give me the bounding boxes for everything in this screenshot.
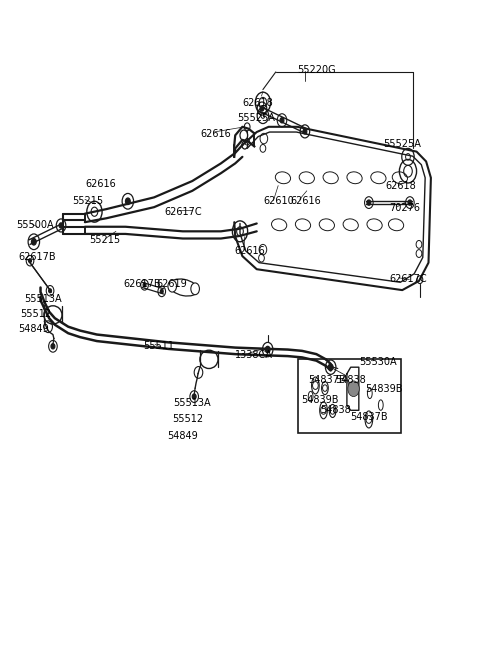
Text: 62617C: 62617C bbox=[165, 207, 202, 216]
Text: 62617B: 62617B bbox=[123, 279, 161, 289]
Text: 62617C: 62617C bbox=[389, 274, 427, 284]
Text: 54849: 54849 bbox=[18, 324, 49, 335]
Text: 70276: 70276 bbox=[389, 203, 420, 213]
Text: 62616: 62616 bbox=[234, 246, 265, 256]
Text: 62610: 62610 bbox=[263, 195, 294, 205]
Text: 54837B: 54837B bbox=[350, 412, 387, 422]
Circle shape bbox=[328, 364, 333, 371]
Text: 55215: 55215 bbox=[72, 195, 103, 205]
Text: 62616: 62616 bbox=[290, 195, 321, 205]
Text: 55500A: 55500A bbox=[17, 220, 54, 230]
Circle shape bbox=[367, 200, 371, 205]
Bar bbox=[298, 359, 401, 432]
Circle shape bbox=[143, 283, 146, 287]
Text: 62618: 62618 bbox=[242, 98, 273, 108]
Circle shape bbox=[191, 283, 199, 295]
Circle shape bbox=[125, 198, 130, 205]
Text: 55512: 55512 bbox=[21, 308, 52, 319]
Text: 62616: 62616 bbox=[201, 129, 232, 139]
Text: 54838: 54838 bbox=[320, 405, 351, 415]
Circle shape bbox=[160, 289, 163, 293]
Text: 55512: 55512 bbox=[172, 415, 204, 424]
Text: 55215: 55215 bbox=[90, 235, 121, 245]
Text: 55530A: 55530A bbox=[360, 357, 397, 367]
Text: 55511: 55511 bbox=[144, 340, 175, 351]
Text: 62619: 62619 bbox=[156, 279, 187, 289]
Circle shape bbox=[168, 280, 177, 292]
Text: 55525A: 55525A bbox=[238, 113, 276, 123]
Text: 55513A: 55513A bbox=[173, 398, 211, 408]
Text: 55525A: 55525A bbox=[383, 139, 421, 149]
Circle shape bbox=[260, 106, 264, 111]
Circle shape bbox=[29, 258, 32, 262]
Circle shape bbox=[51, 344, 55, 349]
Circle shape bbox=[48, 289, 51, 293]
Text: 54839B: 54839B bbox=[301, 395, 338, 405]
Text: 62616: 62616 bbox=[85, 179, 116, 190]
Circle shape bbox=[32, 239, 36, 245]
Text: 54838: 54838 bbox=[336, 375, 366, 385]
Text: 55513A: 55513A bbox=[24, 294, 62, 304]
Circle shape bbox=[265, 346, 270, 353]
Text: 54839B: 54839B bbox=[365, 384, 403, 394]
Circle shape bbox=[280, 117, 284, 123]
Text: 54837B: 54837B bbox=[308, 375, 346, 385]
Text: 62618: 62618 bbox=[385, 180, 416, 191]
Circle shape bbox=[408, 200, 412, 205]
Circle shape bbox=[192, 394, 196, 400]
Text: 1338CA: 1338CA bbox=[235, 350, 273, 360]
Circle shape bbox=[59, 223, 63, 228]
Circle shape bbox=[348, 381, 360, 397]
Text: 54849: 54849 bbox=[168, 431, 198, 441]
Circle shape bbox=[303, 129, 307, 134]
Text: 55220G: 55220G bbox=[297, 65, 336, 75]
Text: 62617B: 62617B bbox=[18, 253, 56, 262]
